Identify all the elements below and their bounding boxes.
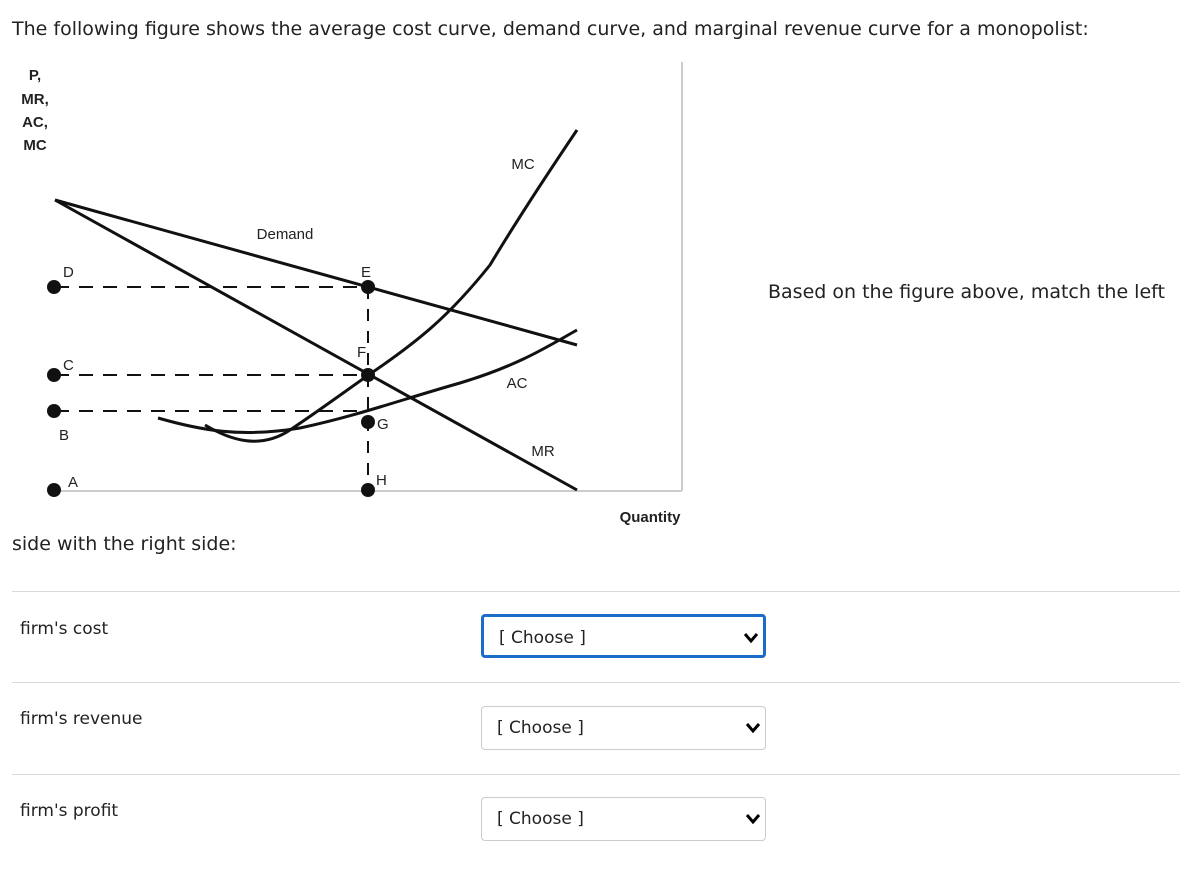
figure: P, MR, AC, MC Quantity Demand MC AC MR D… — [21, 62, 683, 526]
curve-label: AC — [507, 375, 528, 392]
curve-label: MR — [531, 443, 554, 460]
curve-label: MC — [511, 156, 534, 173]
y-axis-label: P, — [29, 67, 41, 84]
select-text: [ Choose ] — [497, 809, 584, 829]
curve-label: Demand — [257, 226, 314, 243]
y-axis-label: MC — [23, 137, 46, 154]
instruction: Based on the figure above, match the lef… — [768, 281, 1165, 303]
point-label: C — [63, 357, 74, 374]
match-label: firm's revenue — [20, 709, 143, 729]
point-label: G — [377, 416, 389, 433]
chevron — [745, 814, 761, 825]
y-axis-label: AC, — [22, 114, 48, 131]
select-text: [ Choose ] — [499, 628, 586, 648]
chevron — [743, 633, 759, 644]
match-label: firm's profit — [20, 801, 119, 821]
point-label: D — [63, 264, 74, 281]
x-axis-label: Quantity — [620, 509, 681, 526]
separator — [12, 682, 1180, 683]
point-label: F — [357, 344, 366, 361]
intro: The following figure shows the average c… — [12, 18, 1089, 40]
instruction: side with the right side: — [12, 533, 237, 555]
point-label: B — [59, 427, 69, 444]
point-label: A — [68, 474, 78, 491]
answer-select[interactable]: [ Choose ] — [481, 706, 766, 750]
answer-select[interactable]: [ Choose ] — [481, 797, 766, 841]
separator — [12, 591, 1180, 592]
chevron — [745, 723, 761, 734]
y-axis-label: MR, — [21, 91, 49, 108]
select-text: [ Choose ] — [497, 718, 584, 738]
answer-select[interactable]: [ Choose ] — [481, 614, 766, 658]
separator — [12, 774, 1180, 775]
point-label: H — [376, 472, 387, 489]
match-label: firm's cost — [20, 619, 109, 639]
point-label: E — [361, 264, 371, 281]
